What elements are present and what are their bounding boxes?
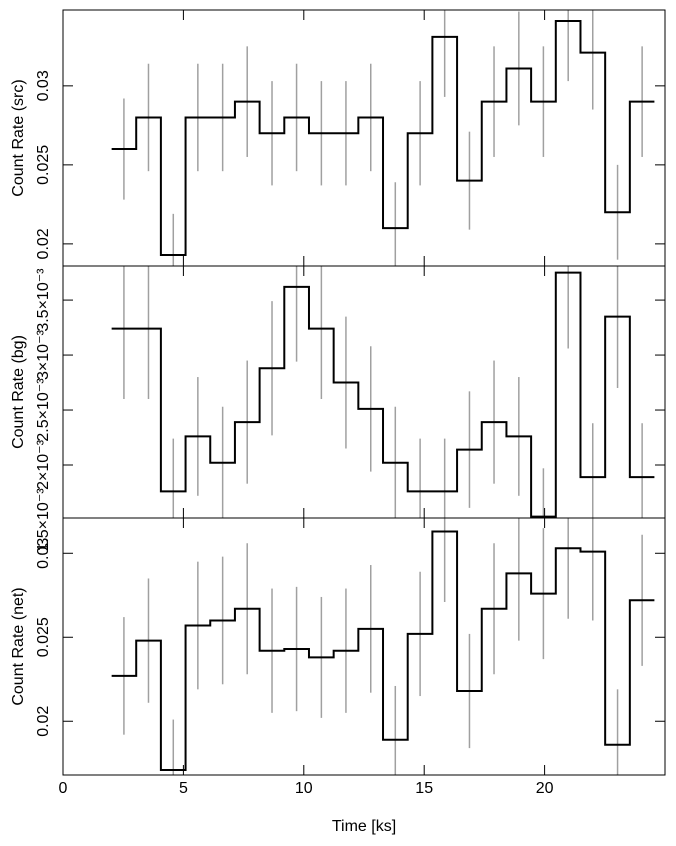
x-tick-label: 20	[536, 780, 554, 797]
plot-area	[111, 10, 655, 266]
y-tick-label: 3.5×10⁻³	[35, 268, 52, 332]
step-line	[111, 530, 655, 771]
x-axis-label: Time [ks]	[332, 818, 396, 835]
y-tick-label: 0.03	[35, 538, 52, 569]
y-tick-label: 2.5×10⁻³	[35, 378, 52, 442]
panel-frame	[62, 517, 666, 776]
step-line	[111, 271, 655, 518]
x-tick-label: 15	[415, 780, 433, 797]
panel-frame	[62, 265, 666, 519]
y-axis-label: Count Rate (src)	[10, 79, 27, 196]
step-line	[111, 20, 655, 256]
y-tick-label: 3×10⁻³	[35, 329, 52, 379]
y-tick-label: 0.02	[35, 228, 52, 259]
plot-area	[111, 266, 655, 518]
y-tick-label: 0.03	[35, 70, 52, 101]
y-axis-label: Count Rate (bg)	[10, 335, 27, 449]
y-tick-label: 0.025	[35, 617, 52, 657]
x-tick-label: 5	[179, 780, 188, 797]
y-axis-label: Count Rate (net)	[10, 587, 27, 705]
y-tick-label: 2×10⁻³	[35, 439, 52, 489]
y-tick-label: 0.025	[35, 145, 52, 185]
plot-area	[111, 518, 655, 775]
x-tick-label: 0	[59, 780, 68, 797]
y-tick-label: 0.02	[35, 706, 52, 737]
panel-frame	[62, 9, 666, 267]
y-tick-label: 1.5×10⁻³	[35, 488, 52, 552]
x-tick-label: 10	[295, 780, 313, 797]
